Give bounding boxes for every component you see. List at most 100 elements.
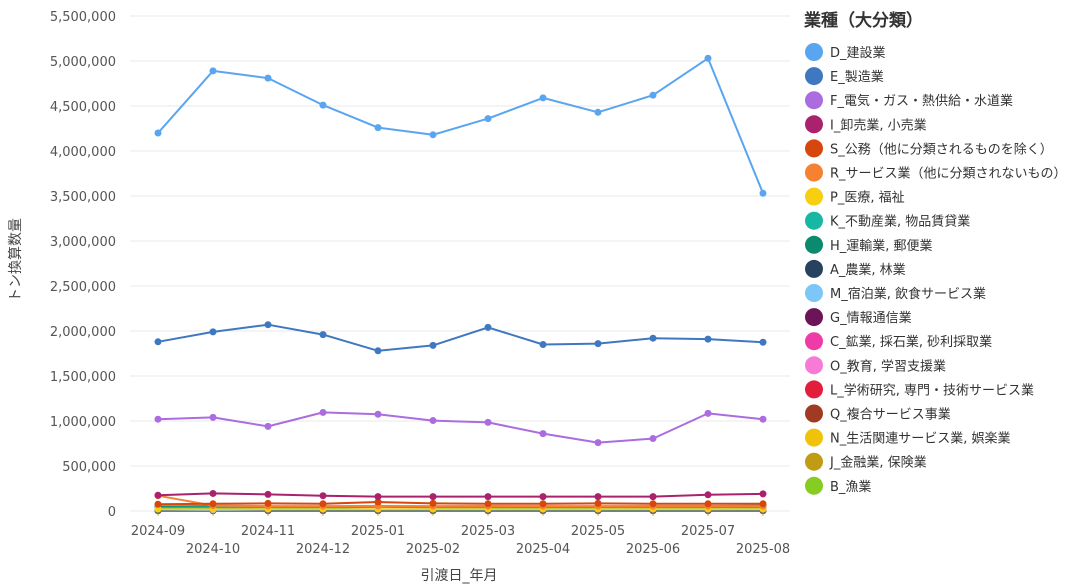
data-point[interactable] xyxy=(154,500,162,508)
data-point[interactable] xyxy=(154,491,162,499)
series-line xyxy=(157,494,763,508)
data-point[interactable] xyxy=(594,499,602,507)
y-tick-label: 4,000,000 xyxy=(50,145,116,160)
data-point[interactable] xyxy=(209,489,217,497)
legend-marker xyxy=(805,380,823,399)
legend-item[interactable]: F_電気・ガス・熱供給・水道業 xyxy=(805,91,1013,110)
data-point[interactable] xyxy=(484,323,492,331)
legend-item[interactable]: R_サービス業（他に分類されないもの） xyxy=(805,163,1067,182)
data-point[interactable] xyxy=(594,108,602,116)
data-point[interactable] xyxy=(429,493,437,501)
legend-title: 業種（大分類） xyxy=(804,10,923,31)
x-tick-label: 2024-11 xyxy=(241,524,295,539)
data-point[interactable] xyxy=(484,493,492,501)
data-point[interactable] xyxy=(649,334,657,342)
legend-label: A_農業, 林業 xyxy=(830,262,906,278)
data-point[interactable] xyxy=(704,491,712,499)
data-point[interactable] xyxy=(209,413,217,421)
data-point[interactable] xyxy=(319,101,327,109)
data-point[interactable] xyxy=(704,54,712,62)
data-point[interactable] xyxy=(374,498,382,506)
data-point[interactable] xyxy=(759,415,767,423)
y-tick-label: 3,000,000 xyxy=(50,235,116,250)
data-point[interactable] xyxy=(264,499,272,507)
data-point[interactable] xyxy=(704,409,712,417)
data-point[interactable] xyxy=(594,340,602,348)
legend-label: S_公務（他に分類されるものを除く） xyxy=(830,142,1053,157)
legend-item[interactable]: O_教育, 学習支援業 xyxy=(805,356,946,375)
legend-item[interactable]: E_製造業 xyxy=(805,67,884,86)
data-point[interactable] xyxy=(429,417,437,425)
data-point[interactable] xyxy=(374,410,382,418)
legend-item[interactable]: A_農業, 林業 xyxy=(805,259,906,278)
data-point[interactable] xyxy=(649,435,657,443)
legend-item[interactable]: I_卸売業, 小売業 xyxy=(805,115,927,134)
data-point[interactable] xyxy=(374,124,382,132)
data-point[interactable] xyxy=(704,500,712,508)
data-point[interactable] xyxy=(539,341,547,348)
legend-marker xyxy=(805,308,823,327)
data-point[interactable] xyxy=(704,335,712,343)
data-point[interactable] xyxy=(429,499,437,507)
legend-marker xyxy=(805,356,823,375)
data-point[interactable] xyxy=(264,422,272,430)
data-point[interactable] xyxy=(319,500,327,508)
data-point[interactable] xyxy=(484,115,492,123)
data-point[interactable] xyxy=(484,418,492,426)
data-point[interactable] xyxy=(209,328,217,336)
data-point[interactable] xyxy=(374,347,382,355)
legend-item[interactable]: K_不動産業, 物品賃貸業 xyxy=(805,211,970,230)
data-point[interactable] xyxy=(539,493,547,501)
legend-item[interactable]: M_宿泊業, 飲食サービス業 xyxy=(805,284,986,302)
data-point[interactable] xyxy=(759,189,767,197)
legend-item[interactable]: B_漁業 xyxy=(805,476,871,495)
data-point[interactable] xyxy=(539,500,547,508)
data-point[interactable] xyxy=(154,129,162,137)
data-point[interactable] xyxy=(539,430,547,438)
data-point[interactable] xyxy=(374,493,382,501)
data-point[interactable] xyxy=(154,338,162,346)
data-point[interactable] xyxy=(539,94,547,102)
data-point[interactable] xyxy=(264,490,272,498)
legend-item[interactable]: D_建設業 xyxy=(805,43,886,61)
legend-item[interactable]: C_鉱業, 採石業, 砂利採取業 xyxy=(805,332,992,351)
data-point[interactable] xyxy=(484,500,492,508)
y-tick-label: 2,000,000 xyxy=(50,325,116,340)
data-point[interactable] xyxy=(429,341,437,349)
data-point[interactable] xyxy=(319,331,327,339)
data-point[interactable] xyxy=(759,500,767,508)
data-point[interactable] xyxy=(649,493,657,501)
data-point[interactable] xyxy=(319,408,327,416)
data-point[interactable] xyxy=(429,131,437,139)
data-point[interactable] xyxy=(759,338,767,346)
legend-item[interactable]: H_運輸業, 郵便業 xyxy=(805,235,933,254)
data-point[interactable] xyxy=(649,500,657,508)
data-point[interactable] xyxy=(319,492,327,500)
legend-item[interactable]: J_金融業, 保険業 xyxy=(805,452,927,471)
data-point[interactable] xyxy=(154,415,162,423)
data-point[interactable] xyxy=(594,439,602,447)
legend-item[interactable]: S_公務（他に分類されるものを除く） xyxy=(805,139,1053,158)
legend-item[interactable]: L_学術研究, 専門・技術サービス業 xyxy=(805,380,1034,399)
legend-item[interactable]: Q_複合サービス事業 xyxy=(805,404,951,423)
data-point[interactable] xyxy=(209,67,217,75)
data-point[interactable] xyxy=(264,74,272,82)
x-tick-label: 2025-01 xyxy=(351,524,405,539)
x-tick-label: 2024-12 xyxy=(296,542,350,557)
data-point[interactable] xyxy=(649,91,657,99)
legend-item[interactable]: N_生活関連サービス業, 娯楽業 xyxy=(805,428,1011,447)
data-point[interactable] xyxy=(154,505,162,513)
series-line xyxy=(157,501,763,506)
data-point[interactable] xyxy=(759,490,767,498)
legend-item[interactable]: P_医療, 福祉 xyxy=(805,187,905,206)
legend-label: O_教育, 学習支援業 xyxy=(830,358,946,374)
x-axis-title: 引渡日_年月 xyxy=(421,568,498,584)
legend-item[interactable]: G_情報通信業 xyxy=(805,308,912,327)
legend-label: R_サービス業（他に分類されないもの） xyxy=(830,166,1067,182)
data-point[interactable] xyxy=(594,493,602,501)
y-tick-label: 0 xyxy=(108,505,116,520)
data-point[interactable] xyxy=(264,321,272,329)
data-point[interactable] xyxy=(209,500,217,508)
x-tick-label: 2025-03 xyxy=(461,524,515,539)
